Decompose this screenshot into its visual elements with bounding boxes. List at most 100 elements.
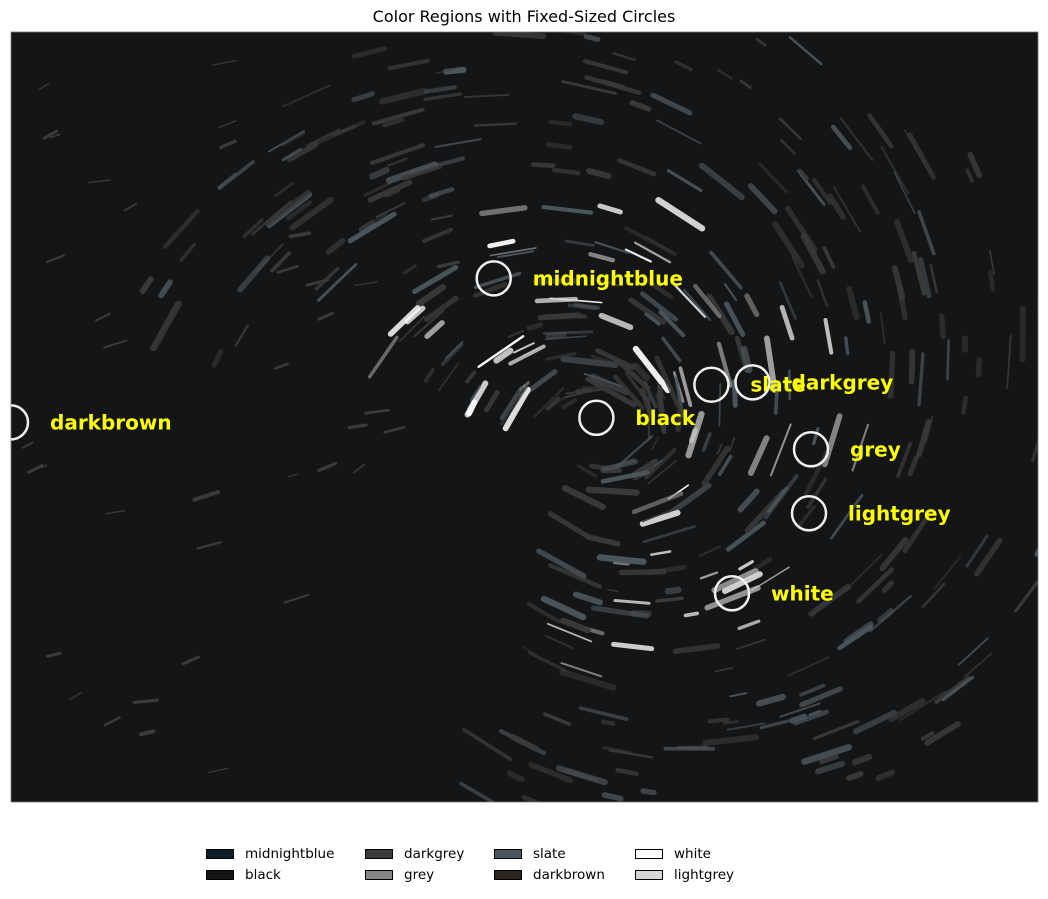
swirl-streak	[347, 211, 397, 244]
swirl-streak	[423, 92, 462, 102]
swirl-streak	[583, 34, 601, 42]
swirl-streak	[212, 59, 237, 66]
swirl-streak	[929, 264, 939, 294]
swirl-streak	[678, 366, 693, 407]
swirl-streak	[211, 349, 224, 368]
swirl-streak	[543, 712, 572, 726]
region-circle-lightgrey	[790, 495, 828, 532]
swirl-streak	[654, 355, 681, 408]
legend-item-darkbrown: darkbrown	[494, 867, 605, 883]
swirl-streak	[585, 486, 640, 496]
swirl-streak	[573, 302, 601, 310]
swirl-streak	[924, 721, 961, 746]
swirl-streak	[370, 143, 426, 165]
swirl-streak	[632, 345, 671, 394]
swirl-streak	[917, 352, 925, 407]
swirl-streak	[641, 501, 691, 523]
legend-label: darkgrey	[404, 846, 465, 862]
swirl-streak	[844, 336, 850, 356]
swirl-streak	[722, 571, 763, 594]
swirl-streak	[45, 254, 66, 263]
swirl-streak	[631, 491, 684, 515]
swirl-streak	[379, 87, 428, 105]
swirl-streak	[584, 75, 642, 95]
region-circle-midnightblue	[475, 260, 512, 297]
swirl-streak	[903, 129, 928, 168]
swirl-streak	[628, 297, 667, 325]
swirl-streak	[899, 690, 947, 722]
swirl-streak	[560, 662, 603, 678]
swirl-streak	[444, 340, 464, 360]
swirl-streak	[685, 410, 705, 459]
swirl-streak	[546, 622, 593, 643]
swirl-streak	[645, 564, 687, 576]
swirl-streak	[920, 731, 935, 741]
swirl-streak	[613, 599, 651, 605]
swirl-streak	[30, 464, 48, 472]
legend-item-slate: slate	[494, 846, 566, 862]
swirl-streak	[647, 460, 677, 485]
swirl-streak	[601, 792, 624, 802]
swirl-streak	[988, 269, 996, 292]
swirl-streak	[791, 255, 813, 298]
swirl-streak	[105, 509, 126, 515]
swirl-streak	[351, 46, 388, 59]
swirl-streak	[218, 120, 237, 129]
swirl-streak	[666, 169, 703, 192]
swirl-streak	[351, 91, 375, 103]
legend-item-grey: grey	[365, 867, 434, 883]
swirl-streak	[276, 264, 299, 274]
swirl-streak	[698, 545, 722, 558]
region-label-darkbrown: darkbrown	[50, 410, 172, 434]
swirl-streak	[744, 293, 760, 318]
swirl-streak	[661, 336, 682, 363]
swirl-streak	[560, 355, 619, 369]
swirl-streak	[192, 490, 221, 502]
swirl-streak	[352, 463, 365, 474]
swirl-streak	[879, 537, 909, 572]
swirl-streak	[576, 464, 598, 478]
swirl-streak	[709, 250, 743, 290]
legend: midnightblue black darkgrey grey slate darkbr…	[206, 846, 856, 890]
swirl-streak	[492, 32, 547, 40]
swirl-streak	[917, 210, 936, 256]
legend-swatch	[365, 870, 393, 880]
region-circle-darkbrown	[11, 404, 30, 441]
swirl-streak	[755, 38, 767, 47]
swirl-streak	[42, 129, 59, 140]
swirl-streak	[716, 68, 733, 80]
region-label-lightgrey: lightgrey	[848, 501, 951, 525]
swirl-streak	[466, 399, 478, 417]
swirl-streak	[387, 305, 421, 337]
swirl-texture	[21, 32, 1038, 802]
swirl-streak	[658, 310, 686, 338]
region-label-white: white	[771, 581, 834, 605]
region-label-midnightblue: midnightblue	[533, 266, 683, 290]
swirl-streak	[738, 560, 754, 571]
legend-swatch	[365, 849, 393, 859]
swirl-streak	[288, 231, 312, 239]
swirl-streak	[493, 347, 514, 364]
swirl-streak	[423, 368, 435, 383]
swirl-streak	[779, 304, 795, 341]
swirl-streak	[827, 193, 846, 220]
swirl-streak	[799, 686, 843, 708]
swirl-streak	[673, 60, 693, 72]
swirl-streak	[572, 591, 603, 606]
swirl-streak	[217, 160, 255, 190]
swirl-streak	[699, 571, 719, 580]
swirl-streak	[896, 441, 913, 479]
region-circle-darkgrey	[734, 364, 771, 401]
swirl-streak	[598, 312, 634, 331]
swirl-streak	[597, 203, 623, 215]
swirl-streak	[404, 305, 426, 325]
legend-label: lightgrey	[674, 867, 735, 883]
swirl-streak	[647, 396, 651, 440]
swirl-streak	[281, 147, 303, 162]
swirl-streak	[867, 113, 894, 149]
swirl-streak	[932, 555, 962, 591]
swirl-streak	[371, 107, 425, 126]
swirl-streak	[737, 488, 760, 513]
swirl-streak	[894, 218, 915, 264]
swirl-streak	[582, 59, 629, 75]
